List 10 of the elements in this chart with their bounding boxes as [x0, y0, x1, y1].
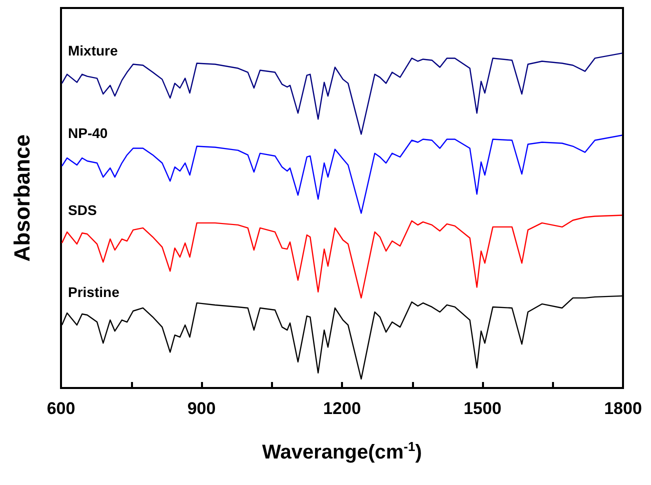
series-label: Pristine: [68, 284, 120, 300]
x-tick-label: 1800: [604, 399, 642, 418]
series-label: NP-40: [68, 125, 108, 142]
y-axis-title: Absorbance: [10, 134, 34, 262]
x-tick-label: 1200: [323, 399, 361, 418]
series-label: Mixture: [68, 42, 118, 58]
x-tick-label: 1500: [464, 399, 502, 418]
x-tick-label: 600: [46, 399, 76, 418]
series-label: SDS: [68, 202, 97, 218]
x-tick-label: 900: [187, 399, 216, 418]
